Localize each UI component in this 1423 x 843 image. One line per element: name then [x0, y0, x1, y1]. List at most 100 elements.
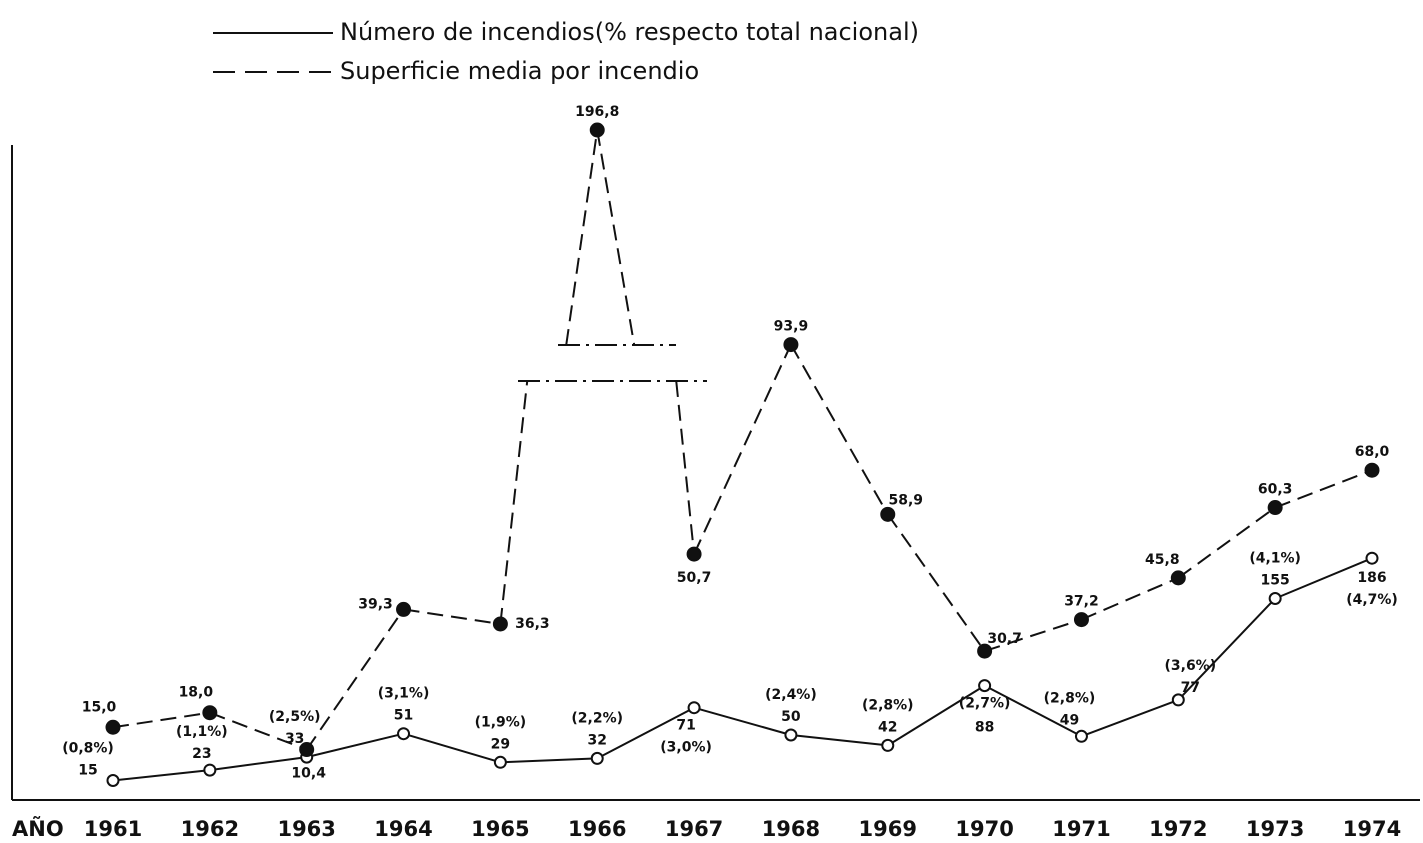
x-tick-label: 1964	[374, 817, 432, 841]
series-line	[209, 756, 307, 772]
percent-label: (3,1%)	[378, 686, 430, 702]
data-label: 10,4	[291, 766, 326, 782]
x-tick-label: 1967	[665, 817, 723, 841]
x-tick-label: 1961	[84, 817, 142, 841]
marker	[783, 337, 799, 353]
data-label: 88	[975, 720, 994, 736]
series-line	[1274, 557, 1373, 600]
marker	[1268, 592, 1282, 605]
data-label: 45,8	[1145, 552, 1180, 568]
data-label: 58,9	[888, 492, 923, 508]
marker	[202, 705, 218, 721]
x-tick-label: 1970	[955, 817, 1013, 841]
data-label: 60,3	[1258, 482, 1293, 498]
series-line	[790, 734, 888, 747]
data-label: 50,7	[677, 570, 712, 586]
series-line	[596, 706, 695, 760]
marker	[881, 738, 895, 752]
series-line	[886, 513, 986, 652]
percent-label: (4,1%)	[1249, 551, 1301, 567]
data-label: 71	[676, 718, 695, 734]
data-label: 32	[587, 732, 606, 748]
marker	[105, 719, 121, 735]
data-label: 37,2	[1064, 594, 1099, 610]
series-line	[790, 344, 889, 515]
percent-label: (3,6%)	[1164, 658, 1216, 674]
marker	[203, 763, 217, 777]
marker	[1073, 612, 1089, 628]
percent-label: (2,8%)	[1044, 690, 1096, 706]
x-tick-label: 1965	[471, 817, 529, 841]
marker	[493, 755, 507, 769]
data-label: 30,7	[987, 631, 1022, 647]
series-line	[403, 732, 501, 764]
series-line	[112, 769, 210, 782]
x-tick-label: 1968	[762, 817, 820, 841]
marker	[686, 546, 702, 562]
series-line	[887, 684, 986, 747]
marker	[1171, 693, 1185, 707]
data-label: 51	[394, 708, 413, 724]
percent-label: (0,8%)	[62, 741, 114, 757]
series-line	[675, 380, 696, 555]
series-line	[499, 380, 529, 625]
series-line	[693, 706, 792, 736]
series-line	[984, 684, 1082, 738]
x-tick-label: 1971	[1052, 817, 1110, 841]
series-line	[565, 129, 599, 346]
marker	[299, 742, 315, 758]
marker	[1170, 570, 1186, 586]
marker	[978, 679, 992, 693]
marker	[1074, 729, 1088, 743]
series-line	[305, 608, 405, 751]
marker	[977, 643, 993, 659]
series-line	[112, 711, 210, 729]
marker	[397, 727, 411, 741]
percent-label: (3,0%)	[660, 740, 712, 756]
marker	[492, 616, 508, 632]
data-label: 29	[491, 736, 510, 752]
data-label: 49	[1060, 712, 1079, 728]
data-label: 155	[1261, 573, 1290, 589]
data-label: 50	[781, 709, 801, 725]
percent-label: (2,7%)	[959, 696, 1011, 712]
marker	[590, 751, 604, 765]
series-line	[596, 129, 636, 346]
x-axis-label: AÑO	[12, 816, 64, 841]
percent-label: (1,9%)	[475, 714, 527, 730]
percent-label: (2,4%)	[765, 687, 817, 703]
marker	[106, 774, 120, 787]
data-label: 93,9	[774, 319, 809, 335]
percent-label: (2,2%)	[571, 710, 623, 726]
x-tick-label: 1974	[1343, 817, 1401, 841]
series-line	[306, 732, 404, 759]
data-label: 18,0	[179, 685, 214, 701]
data-label: 15,0	[82, 699, 117, 715]
x-tick-label: 1972	[1149, 817, 1207, 841]
data-label: 196,8	[575, 104, 619, 120]
marker	[589, 122, 605, 138]
percent-label: (2,5%)	[269, 709, 321, 725]
series-line	[1177, 597, 1276, 701]
series-line	[1081, 698, 1179, 738]
percent-label: (2,8%)	[862, 697, 914, 713]
marker	[687, 701, 701, 715]
marker	[1365, 551, 1379, 565]
data-label: 68,0	[1355, 444, 1390, 460]
x-tick-label: 1973	[1246, 817, 1304, 841]
data-label: 33	[285, 731, 304, 747]
marker	[880, 506, 896, 522]
marker	[396, 601, 412, 617]
marker	[1364, 462, 1380, 478]
data-label: 77	[1181, 680, 1200, 696]
marker	[1267, 500, 1283, 516]
x-tick-label: 1969	[859, 817, 917, 841]
data-label: 39,3	[358, 596, 393, 612]
series-line	[500, 757, 598, 764]
series-line	[209, 711, 308, 751]
x-tick-label: 1963	[277, 817, 335, 841]
data-label: 186	[1357, 570, 1386, 586]
series-line	[693, 344, 792, 555]
data-label: 23	[192, 746, 211, 762]
